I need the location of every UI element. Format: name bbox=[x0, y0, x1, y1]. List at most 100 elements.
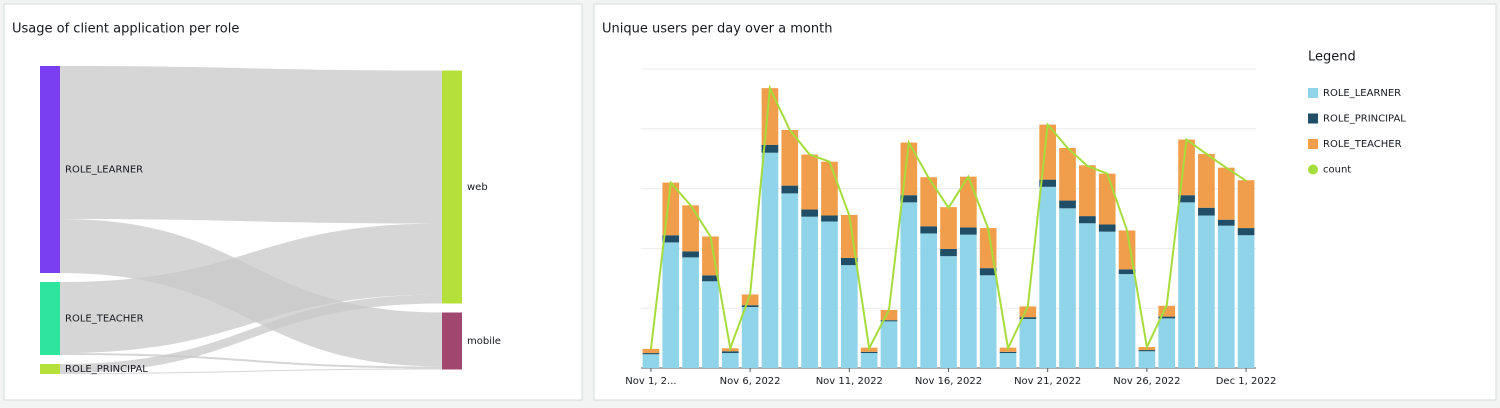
bar bbox=[920, 226, 937, 234]
bar bbox=[1138, 350, 1156, 352]
node-label: ROLE_PRINCIPAL bbox=[65, 364, 148, 375]
bar bbox=[1098, 224, 1116, 232]
bar bbox=[920, 233, 937, 368]
bar bbox=[642, 354, 660, 368]
bar bbox=[741, 305, 759, 308]
bar bbox=[702, 281, 719, 368]
bar bbox=[801, 154, 818, 210]
bar bbox=[860, 351, 878, 354]
bar bbox=[1079, 165, 1096, 217]
legend-swatch bbox=[1308, 139, 1318, 149]
bar bbox=[1158, 305, 1176, 317]
bar bbox=[940, 248, 957, 257]
bar bbox=[1198, 207, 1215, 216]
bar bbox=[821, 221, 838, 368]
x-tick-label: Nov 1, 2... bbox=[625, 376, 676, 387]
bar bbox=[781, 193, 799, 368]
bar bbox=[1237, 235, 1255, 368]
legend-label: count bbox=[1323, 165, 1351, 176]
sankey-link bbox=[60, 66, 442, 224]
sankey-link bbox=[60, 353, 442, 369]
bar bbox=[801, 209, 818, 217]
bar bbox=[1079, 216, 1096, 224]
bar bbox=[821, 215, 838, 222]
sankey-link bbox=[60, 294, 442, 373]
bar bbox=[702, 275, 719, 282]
bar bbox=[960, 227, 977, 235]
bar bbox=[840, 257, 858, 266]
chart-title: Unique users per day over a month bbox=[602, 22, 832, 37]
bar bbox=[761, 144, 779, 153]
bar bbox=[1019, 317, 1037, 319]
bar bbox=[860, 353, 878, 368]
x-tick-label: Dec 1, 2022 bbox=[1216, 376, 1277, 387]
sankey-node bbox=[442, 312, 462, 370]
bar bbox=[1217, 225, 1235, 368]
bar bbox=[1198, 215, 1215, 368]
bar bbox=[880, 309, 898, 321]
chart-title: Usage of client application per role bbox=[12, 22, 239, 37]
x-tick-label: Nov 11, 2022 bbox=[816, 376, 883, 387]
bar bbox=[721, 351, 739, 354]
bar bbox=[900, 202, 918, 368]
sankey-node bbox=[40, 282, 60, 355]
x-tick-label: Nov 26, 2022 bbox=[1113, 376, 1180, 387]
bar bbox=[880, 321, 898, 368]
bar bbox=[1098, 231, 1116, 368]
sankey-link bbox=[60, 368, 442, 374]
sankey-node bbox=[40, 364, 60, 374]
legend-title: Legend bbox=[1308, 50, 1356, 65]
bar bbox=[940, 207, 957, 249]
x-tick-label: Nov 6, 2022 bbox=[720, 376, 781, 387]
bar bbox=[1039, 186, 1057, 368]
legend-swatch bbox=[1308, 88, 1318, 98]
bar bbox=[1098, 173, 1116, 225]
bar bbox=[940, 256, 957, 368]
bar bbox=[662, 242, 680, 368]
bar bbox=[1118, 269, 1136, 275]
bar bbox=[821, 161, 838, 216]
bar bbox=[1217, 167, 1235, 220]
bar bbox=[1138, 351, 1156, 368]
sankey-node bbox=[40, 66, 60, 273]
bar bbox=[1178, 202, 1195, 368]
bar bbox=[1079, 223, 1096, 368]
bar bbox=[1158, 318, 1176, 368]
bar bbox=[920, 177, 937, 227]
bar bbox=[1059, 147, 1076, 201]
bar bbox=[1059, 200, 1076, 209]
legend-swatch bbox=[1308, 113, 1318, 124]
sankey-node bbox=[442, 70, 462, 304]
legend-label: ROLE_LEARNER bbox=[1323, 88, 1401, 99]
bar bbox=[682, 205, 699, 252]
bar bbox=[1039, 179, 1057, 187]
bar bbox=[761, 152, 779, 368]
bar bbox=[1059, 208, 1076, 368]
bar bbox=[781, 185, 799, 194]
bar bbox=[979, 268, 997, 276]
node-label: web bbox=[467, 182, 488, 193]
sankey-link bbox=[60, 223, 442, 353]
bar bbox=[840, 265, 858, 368]
bar bbox=[682, 251, 699, 258]
bar bbox=[1019, 306, 1037, 318]
bar bbox=[682, 257, 699, 368]
bar bbox=[1237, 228, 1255, 236]
bar bbox=[900, 195, 918, 203]
node-label: mobile bbox=[467, 336, 501, 347]
bar bbox=[801, 216, 818, 368]
bar bbox=[1118, 274, 1136, 368]
bar bbox=[781, 129, 799, 186]
legend-label: ROLE_TEACHER bbox=[1323, 139, 1402, 150]
bar bbox=[1198, 153, 1215, 208]
bar bbox=[1237, 180, 1255, 229]
bar bbox=[642, 353, 660, 355]
legend-label: ROLE_PRINCIPAL bbox=[1323, 114, 1406, 125]
bar bbox=[999, 351, 1017, 354]
bar bbox=[1019, 318, 1037, 368]
bar bbox=[1158, 316, 1176, 319]
bar bbox=[741, 294, 759, 306]
node-label: ROLE_LEARNER bbox=[65, 165, 143, 176]
